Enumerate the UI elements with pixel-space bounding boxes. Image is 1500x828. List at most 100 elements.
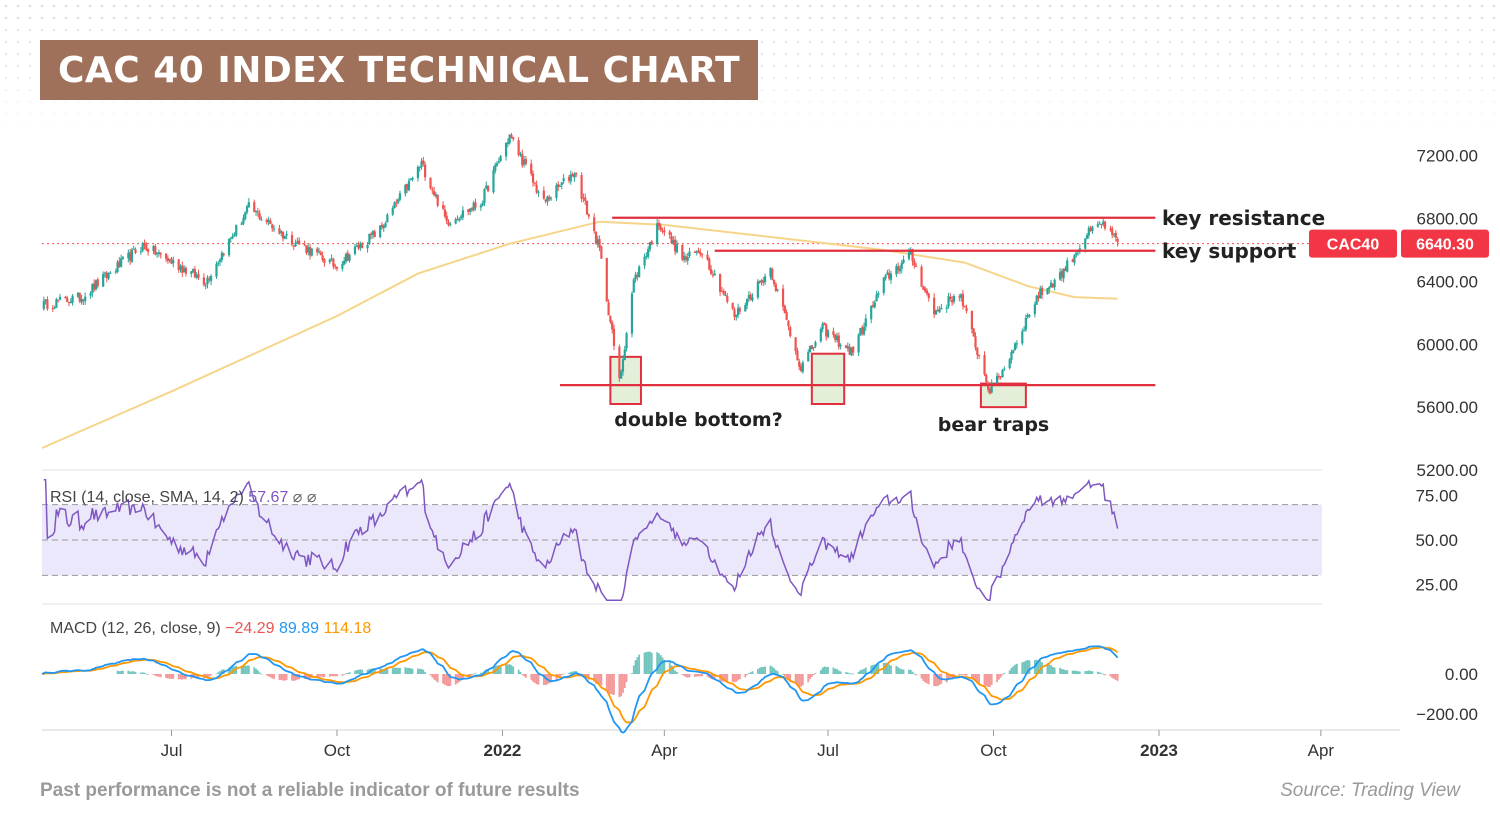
macd-histogram-bar (724, 674, 727, 682)
candle-body (580, 175, 583, 199)
macd-histogram-bar (382, 669, 385, 674)
candle-body (294, 242, 297, 247)
candle-body (972, 328, 975, 337)
candle-body (988, 388, 992, 394)
macd-histogram-bar (1104, 674, 1106, 676)
candle-body (335, 266, 339, 269)
candle-body (395, 202, 398, 204)
candle-body (141, 243, 144, 251)
macd-histogram-bar (783, 674, 786, 677)
candle-body (913, 260, 916, 266)
macd-histogram-bar (118, 671, 121, 674)
candle-body (253, 202, 256, 212)
candle-body (945, 307, 948, 309)
candle-body (504, 142, 508, 157)
macd-histogram-bar (737, 674, 739, 681)
macd-histogram-bar (184, 674, 187, 680)
candle-body (132, 248, 135, 250)
candle-body (341, 264, 344, 269)
candle-body (517, 140, 520, 156)
candle-body (361, 243, 364, 248)
macd-histogram-bar (291, 674, 293, 681)
macd-histogram-bar (902, 669, 905, 674)
macd-histogram-bar (548, 674, 551, 684)
candle-body (114, 271, 117, 273)
macd-histogram-bar (372, 668, 374, 674)
time-tick-label: 2022 (484, 741, 522, 760)
macd-histogram-bar (168, 674, 171, 679)
macd-histogram-bar (1046, 663, 1049, 674)
candle-body (632, 279, 635, 293)
macd-histogram-bar (219, 671, 221, 674)
macd-histogram-bar (789, 674, 792, 682)
macd-histogram-bar (647, 651, 650, 674)
candle-body (621, 359, 625, 372)
macd-histogram-bar (697, 674, 700, 677)
candle-body (808, 346, 812, 353)
candle-body (310, 248, 313, 256)
macd-histogram-bar (535, 674, 538, 685)
macd-histogram-bar (962, 674, 964, 675)
macd-histogram-bar (431, 674, 434, 678)
candle-body (269, 220, 272, 224)
candle-body (819, 328, 822, 342)
macd-histogram-bar (1087, 670, 1090, 674)
macd-histogram-bar (1086, 670, 1088, 674)
candle-body (738, 308, 741, 312)
candle-body (271, 224, 274, 229)
macd-histogram-bar (177, 674, 180, 680)
macd-legend-value-2: 89.89 (275, 620, 320, 637)
macd-histogram-bar (506, 664, 509, 674)
candle-body (733, 309, 736, 317)
macd-histogram-bar (996, 674, 998, 683)
candle-body (731, 302, 734, 309)
macd-histogram-bar (420, 668, 423, 674)
candle-body (1087, 227, 1090, 236)
candle-body (1098, 223, 1101, 225)
candle-body (193, 269, 196, 278)
candle-body (492, 170, 495, 193)
candle-body (510, 134, 513, 138)
macd-histogram-bar (1075, 670, 1078, 674)
macd-histogram-bar (1014, 664, 1016, 674)
candle-body (834, 334, 837, 340)
macd-histogram-bar (1039, 660, 1042, 674)
candle-body (537, 191, 540, 193)
macd-histogram-bar (731, 674, 734, 682)
candle-body (1066, 260, 1069, 272)
candle-body (618, 346, 621, 379)
macd-histogram-bar (1064, 670, 1067, 674)
candle-body (217, 262, 220, 264)
macd-histogram-bar (1114, 674, 1117, 680)
macd-histogram-bar (1062, 669, 1065, 674)
macd-histogram-bar (505, 664, 507, 674)
macd-histogram-bar (395, 667, 398, 674)
macd-histogram-bar (165, 674, 168, 678)
macd-histogram-bar (132, 671, 135, 674)
macd-histogram-bar (422, 669, 425, 674)
macd-histogram-bar (154, 674, 157, 676)
candle-body (710, 269, 713, 274)
candle-body (215, 263, 218, 277)
candle-body (521, 153, 524, 166)
candle-body (961, 294, 965, 306)
candle-body (902, 259, 905, 263)
candle-body (531, 173, 535, 183)
macd-histogram-bar (1060, 669, 1063, 674)
candle-body (530, 163, 533, 174)
macd-histogram-bar (1100, 673, 1103, 675)
macd-histogram-bar (800, 674, 802, 687)
candle-body (555, 185, 558, 198)
macd-histogram-bar (1024, 660, 1027, 674)
macd-histogram-bar (953, 674, 955, 677)
candle-body (89, 293, 92, 296)
macd-histogram-bar (411, 668, 414, 674)
macd-histogram-bar (1116, 674, 1119, 682)
candle-body (587, 214, 590, 217)
macd-histogram-bar (832, 667, 835, 674)
macd-histogram-bar (321, 674, 324, 677)
candle-body (684, 256, 688, 260)
candle-body (418, 166, 421, 168)
macd-histogram-bar (890, 665, 892, 674)
candle-body (506, 142, 509, 145)
